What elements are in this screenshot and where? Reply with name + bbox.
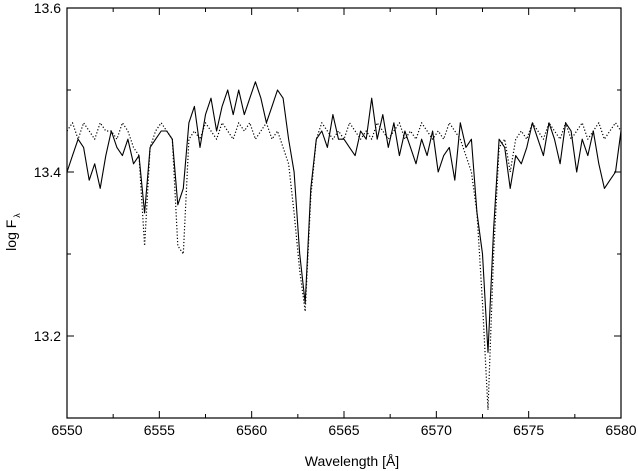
y-axis-title-group: log F λ: [3, 213, 22, 251]
x-tick-label: 6560: [236, 422, 267, 438]
y-axis-title-sub: λ: [12, 213, 22, 218]
series-line-1: [66, 81, 622, 353]
y-tick-label: 13.6: [34, 0, 61, 16]
y-tick-label: 13.4: [34, 164, 61, 180]
plot-area: [66, 7, 622, 419]
y-axis-title: log F λ: [3, 213, 22, 251]
x-tick-label: 6575: [513, 422, 544, 438]
x-tick-label: 6555: [144, 422, 175, 438]
series-line-2: [66, 122, 622, 411]
x-tick-label: 6580: [605, 422, 636, 438]
y-axis-title-main: log F: [3, 220, 19, 251]
x-tick-label: 6570: [421, 422, 452, 438]
plot-frame: [66, 7, 622, 419]
x-tick-label: 6565: [328, 422, 359, 438]
x-tick-label: 6550: [51, 422, 82, 438]
x-axis-title: Wavelength [Å]: [305, 453, 399, 469]
y-axis: 13.2 13.4 13.6: [34, 0, 621, 419]
y-tick-label: 13.2: [34, 328, 61, 344]
x-axis: 6550 6555 6560 6565 6570 6575 6580: [51, 8, 637, 438]
